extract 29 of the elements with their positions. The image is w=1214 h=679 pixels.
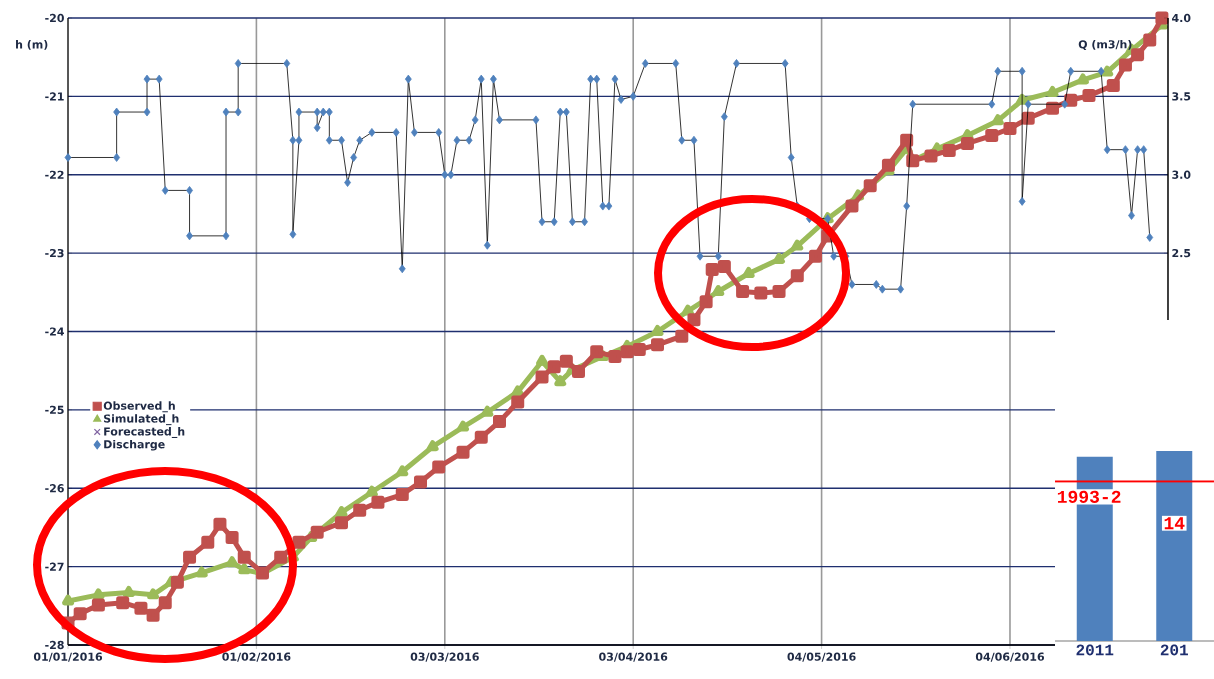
- y-tick-label: -24: [45, 327, 64, 336]
- y-tick-label: -22: [45, 170, 64, 179]
- y-tick-label: -28: [45, 640, 64, 650]
- x-tick-label: 03/04/2016: [599, 652, 668, 662]
- y2-tick-label: 2.5: [1172, 248, 1191, 258]
- legend-label: Simulated_h: [104, 414, 179, 426]
- annotation: 14: [1164, 517, 1185, 530]
- legend-label: Observed_h: [103, 401, 175, 413]
- y-tick-label: -26: [45, 484, 64, 493]
- legend-label: Discharge: [104, 439, 165, 451]
- y2-tick-label: 3.0: [1172, 170, 1191, 179]
- y-tick-label: -21: [45, 92, 64, 101]
- x-tick-label: 04/05/2016: [787, 652, 856, 662]
- x-tick-label: 2011: [1076, 644, 1114, 656]
- x-tick-label: 01/01/2016: [33, 652, 103, 662]
- y2-tick-label: 3.5: [1172, 92, 1191, 101]
- y-tick-label: -23: [45, 248, 64, 258]
- x-tick-label: 03/03/2016: [410, 652, 479, 662]
- legend-label: Forecasted_h: [104, 427, 185, 438]
- x-tick-label: 201: [1160, 644, 1188, 656]
- x-tick-label: 01/02/2016: [222, 652, 291, 662]
- y2-tick-label: 4.0: [1172, 13, 1191, 23]
- annotation: 1993-2: [1057, 490, 1121, 503]
- x-tick-label: 04/06/2016: [975, 652, 1045, 662]
- y-tick-label: -25: [45, 405, 64, 415]
- y-tick-label: -27: [45, 562, 64, 571]
- y-axis-title: h (m): [16, 40, 48, 50]
- y-tick-label: -20: [45, 13, 64, 23]
- y2-axis-title: Q (m3/h): [1078, 39, 1132, 50]
